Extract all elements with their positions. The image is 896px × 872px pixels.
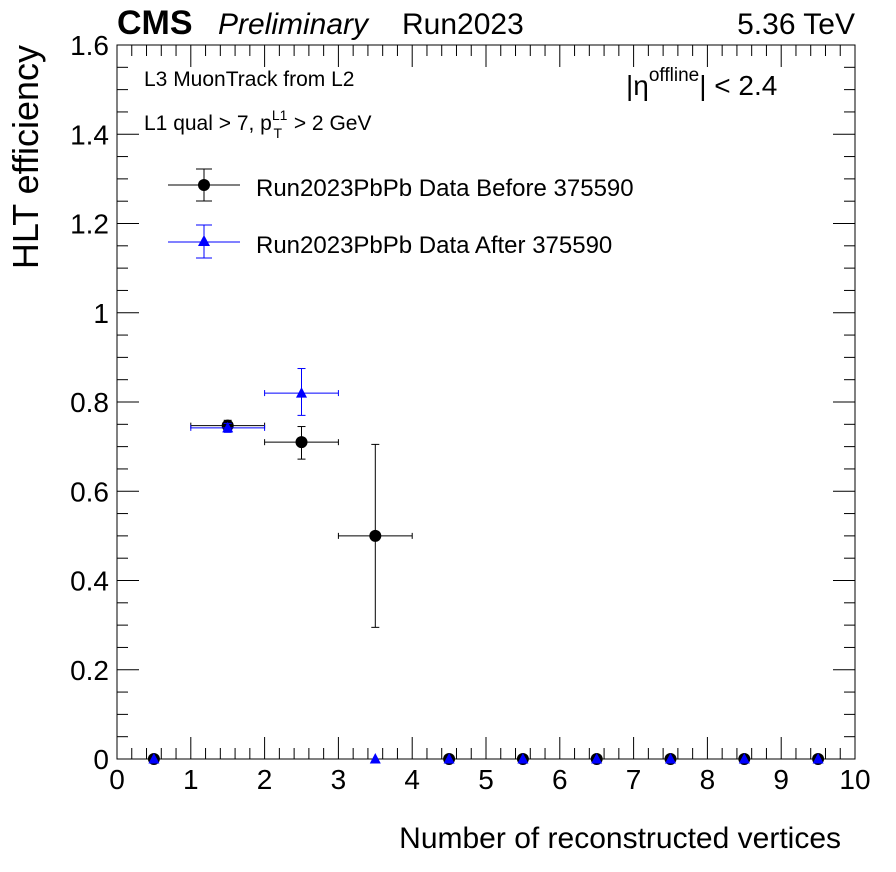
- legend-label-before: Run2023PbPb Data Before 375590: [256, 175, 634, 202]
- eta-cut-bar: |: [626, 70, 633, 101]
- y-tick-label: 1.4: [70, 119, 109, 150]
- y-tick-label: 0.6: [70, 476, 109, 507]
- y-tick-label: 0.4: [70, 566, 109, 597]
- y-tick-labels: 0 0.2 0.4 0.6 0.8 1 1.2 1.4 1.6: [70, 30, 109, 775]
- data-point: [665, 753, 676, 764]
- x-tick-label: 10: [839, 764, 870, 795]
- series-before: [147, 419, 825, 765]
- l1-selection-sub: T: [273, 125, 282, 141]
- data-point: [264, 426, 339, 460]
- l1-selection-suffix: > 2 GeV: [288, 112, 371, 135]
- marker-triangle: [222, 421, 234, 433]
- run-label: Run2023: [402, 8, 524, 41]
- l1-selection-sup: L1: [272, 107, 288, 123]
- eta-cut-symbol: η: [633, 70, 649, 101]
- y-axis-title: HLT efficiency: [5, 45, 46, 269]
- plot-frame: [116, 44, 856, 760]
- marker-triangle: [369, 753, 381, 764]
- legend-label-after: Run2023PbPb Data After 375590: [256, 232, 612, 259]
- data-point: [264, 368, 339, 416]
- y-tick-label: 1: [93, 298, 109, 329]
- axis-ticks: [116, 44, 856, 760]
- data-point: [812, 753, 824, 764]
- trigger-path-label: L3 MuonTrack from L2: [144, 68, 354, 91]
- x-tick-label: 0: [109, 764, 125, 795]
- x-tick-label: 1: [183, 764, 199, 795]
- y-tick-label: 0.8: [70, 387, 109, 418]
- data-series: [147, 368, 825, 765]
- y-tick-label: 0.2: [70, 655, 109, 686]
- data-point: [738, 753, 750, 764]
- x-tick-label: 2: [257, 764, 273, 795]
- marker-triangle: [591, 753, 603, 764]
- l1-selection-label: L1 qual > 7, pL1 T > 2 GeV: [144, 107, 371, 141]
- preliminary-label: Preliminary: [218, 8, 370, 41]
- marker-triangle: [812, 753, 824, 764]
- x-tick-label: 4: [404, 764, 420, 795]
- marker-triangle: [665, 753, 676, 764]
- data-point: [591, 753, 603, 764]
- x-tick-label: 3: [331, 764, 347, 795]
- eta-cut-suffix: | < 2.4: [699, 70, 777, 101]
- legend-marker-circle: [198, 179, 210, 191]
- data-point: [517, 753, 529, 764]
- legend-entry-before: Run2023PbPb Data Before 375590: [168, 168, 634, 202]
- cms-label: CMS: [117, 4, 193, 42]
- marker-circle: [369, 529, 382, 542]
- y-tick-label: 0: [93, 744, 109, 775]
- data-point: [190, 421, 266, 433]
- data-point: [148, 753, 160, 764]
- marker-circle: [295, 436, 308, 449]
- marker-triangle: [443, 753, 455, 764]
- legend-entry-after: Run2023PbPb Data After 375590: [168, 224, 612, 259]
- y-tick-label: 1.6: [70, 30, 109, 61]
- eta-cut-sup: offline: [649, 65, 699, 86]
- data-point: [443, 753, 455, 764]
- x-tick-label: 6: [552, 764, 568, 795]
- data-point: [369, 753, 381, 764]
- x-tick-labels: 0 1 2 3 4 5 6 7 8 9 10: [109, 764, 870, 795]
- x-tick-label: 9: [773, 764, 789, 795]
- marker-triangle: [738, 753, 750, 764]
- energy-label: 5.36 TeV: [737, 8, 855, 41]
- x-tick-label: 7: [626, 764, 642, 795]
- x-axis-title: Number of reconstructed vertices: [399, 822, 841, 855]
- x-tick-label: 8: [700, 764, 716, 795]
- l1-selection-prefix: L1 qual > 7, p: [144, 112, 272, 135]
- legend: Run2023PbPb Data Before 375590 Run2023Pb…: [168, 168, 634, 259]
- eta-cut-label: |ηoffline| < 2.4: [626, 65, 777, 101]
- marker-triangle: [296, 387, 307, 398]
- marker-triangle: [517, 753, 529, 764]
- data-point: [337, 443, 413, 628]
- series-after: [148, 368, 824, 764]
- legend-marker-triangle: [198, 235, 210, 246]
- x-tick-label: 5: [478, 764, 494, 795]
- y-tick-label: 1.2: [70, 209, 109, 240]
- marker-triangle: [148, 753, 160, 764]
